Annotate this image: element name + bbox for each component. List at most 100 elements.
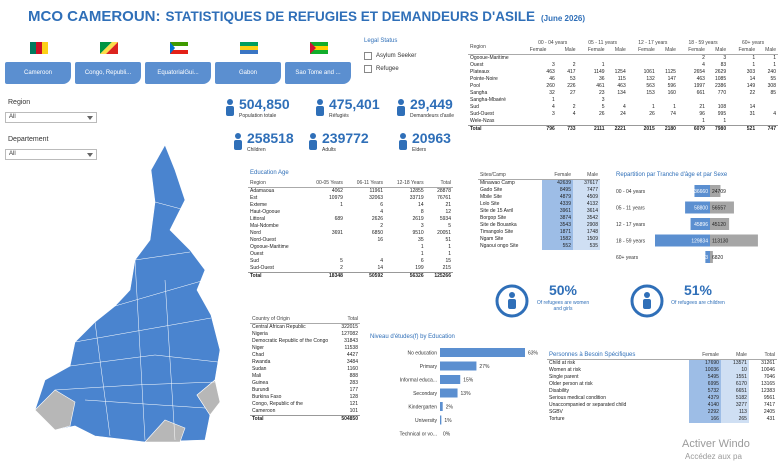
table-cell: 9561 bbox=[763, 395, 775, 401]
icon-body bbox=[309, 140, 317, 150]
flag-stripe bbox=[240, 42, 258, 46]
table-row: Single parent 5495 1551 7046 bbox=[547, 374, 777, 381]
category-label: 12 - 17 years bbox=[616, 222, 646, 228]
table-row: Chad 4427 bbox=[250, 352, 360, 359]
table-row: Disability 5732 6651 12383 bbox=[547, 388, 777, 395]
table-cell bbox=[304, 244, 345, 251]
filter-dropdown[interactable]: All bbox=[5, 112, 97, 123]
table-cell: 13165 bbox=[761, 381, 775, 387]
map-border bbox=[114, 279, 206, 307]
category-label: 05 - 11 years bbox=[616, 206, 645, 212]
filter-dropdown[interactable]: All bbox=[5, 149, 97, 160]
table-cell: Democratic Republic of the Congo bbox=[252, 338, 329, 344]
table-wrap: Personnes à Besoin Spécifiques Female Male… bbox=[547, 352, 777, 423]
table-cell: 4427 bbox=[346, 352, 358, 358]
table-cell: 2908 bbox=[573, 222, 600, 229]
table-cell bbox=[757, 97, 778, 104]
kpi-icon bbox=[309, 133, 317, 150]
kpi-value: 258518 bbox=[247, 130, 294, 146]
table-cell: Site de Bouanka bbox=[480, 222, 517, 228]
table-cell: 3543 bbox=[541, 222, 573, 229]
table-cell bbox=[304, 251, 345, 258]
table-cell: 13571 bbox=[720, 359, 749, 367]
table-cell: 8495 bbox=[541, 187, 573, 194]
kpi-icon bbox=[226, 99, 234, 116]
chart: 00 - 04 years 36660 24709 05 - 11 years 5880… bbox=[616, 185, 758, 263]
kpi-value: 239772 bbox=[322, 130, 369, 146]
table-header: Sites/Camp bbox=[478, 172, 542, 180]
table-cell: 4 bbox=[380, 209, 384, 215]
table-row: SGBV 2292 113 2405 bbox=[547, 409, 777, 416]
table-row: Ogooue-Maritime 2 3 1 1 bbox=[468, 55, 778, 63]
kpi-value: 20963 bbox=[412, 130, 451, 146]
map-border bbox=[69, 354, 219, 367]
table-row: Personnes à Besoin Spécifiques Female Male… bbox=[547, 352, 777, 360]
table-cell: 431 bbox=[766, 416, 775, 422]
country-tile[interactable]: EquatorialGui... bbox=[145, 62, 211, 84]
table-cell: 2015 bbox=[627, 125, 657, 133]
table-cell: 3484 bbox=[346, 359, 358, 365]
table-cell: 6850 bbox=[371, 230, 384, 236]
table-cell: 85 bbox=[770, 90, 776, 96]
table-cell: 134 bbox=[617, 90, 626, 96]
country-tile[interactable]: Sao Tome and ... bbox=[285, 62, 351, 84]
checkbox[interactable] bbox=[364, 52, 372, 60]
flag-triangle bbox=[310, 42, 316, 54]
table-header: Male bbox=[720, 352, 749, 360]
legal-status-option[interactable]: Asylum Seeker bbox=[364, 51, 444, 61]
icon-head bbox=[227, 99, 233, 105]
table-cell: 11961 bbox=[369, 188, 384, 194]
table-cell: 2221 bbox=[606, 125, 628, 133]
table-row: Country of Origin Total bbox=[250, 316, 360, 324]
country-tile[interactable]: Cameroon bbox=[5, 62, 71, 84]
table-cell bbox=[707, 97, 728, 104]
map-region-grey bbox=[34, 389, 76, 431]
table-cell: 2 bbox=[702, 55, 705, 61]
table-cell: 128 bbox=[349, 394, 358, 400]
table-cell: 6651 bbox=[720, 388, 749, 395]
table-row: Region 00-05 Years 06-11 Years 12-18 Years T… bbox=[248, 180, 453, 188]
table-cell: 1 bbox=[673, 104, 676, 110]
table-cell: 1 bbox=[551, 97, 555, 103]
table-cell: Plateaux bbox=[470, 69, 490, 75]
kpi-label: Réfugiés bbox=[329, 113, 349, 119]
table-cell bbox=[657, 97, 678, 104]
map-border bbox=[54, 381, 216, 391]
table-row: Total 18348 50592 56326 125266 bbox=[248, 272, 453, 280]
checkbox[interactable] bbox=[364, 65, 372, 73]
table-cell: 322015 bbox=[341, 324, 358, 330]
map-border bbox=[134, 259, 146, 441]
table-cell bbox=[607, 55, 628, 63]
data-label: 63% bbox=[528, 351, 539, 357]
table-cell: 147 bbox=[667, 76, 676, 82]
table-cell: 1160 bbox=[347, 366, 358, 372]
table-row: Sudan 1160 bbox=[250, 366, 360, 373]
kpi-icon bbox=[397, 99, 405, 116]
highlight-value: 51% bbox=[683, 282, 713, 298]
bar bbox=[694, 185, 710, 197]
table-row: Child at risk 17690 13571 31261 bbox=[547, 359, 777, 367]
bar bbox=[685, 201, 710, 214]
table-cell: 115 bbox=[617, 76, 626, 82]
flag-stripe bbox=[30, 42, 36, 54]
legal-status-option[interactable]: Refugee bbox=[364, 64, 444, 74]
table-cell bbox=[628, 97, 657, 104]
table-cell: 5934 bbox=[439, 216, 451, 222]
table-cell: 796 bbox=[527, 125, 557, 133]
table-cell: 308 bbox=[767, 83, 776, 89]
table-row: Total 504850 bbox=[250, 415, 360, 423]
table-row: Est 10979 32063 33719 76761 bbox=[248, 195, 453, 202]
table-cell: 2629 bbox=[715, 69, 727, 75]
subtitle: STATISTIQUES DE REFUGIES ET DEMANDEURS D… bbox=[165, 9, 536, 24]
table-cell: 1085 bbox=[715, 76, 727, 82]
table-cell: 50592 bbox=[344, 272, 386, 280]
flag-stripe bbox=[170, 50, 188, 54]
table-row: Nigeria 127082 bbox=[250, 331, 360, 338]
table-cell: Exteme bbox=[250, 202, 267, 208]
table-cell: 5182 bbox=[720, 395, 749, 402]
table-cell: Mali bbox=[252, 373, 262, 379]
table-row: Wele-Nzas 1 1 bbox=[468, 118, 778, 126]
country-tile[interactable]: Gabon bbox=[215, 62, 281, 84]
data-label: 24709 bbox=[712, 189, 726, 195]
country-tile[interactable]: Congo, Republi... bbox=[75, 62, 141, 84]
